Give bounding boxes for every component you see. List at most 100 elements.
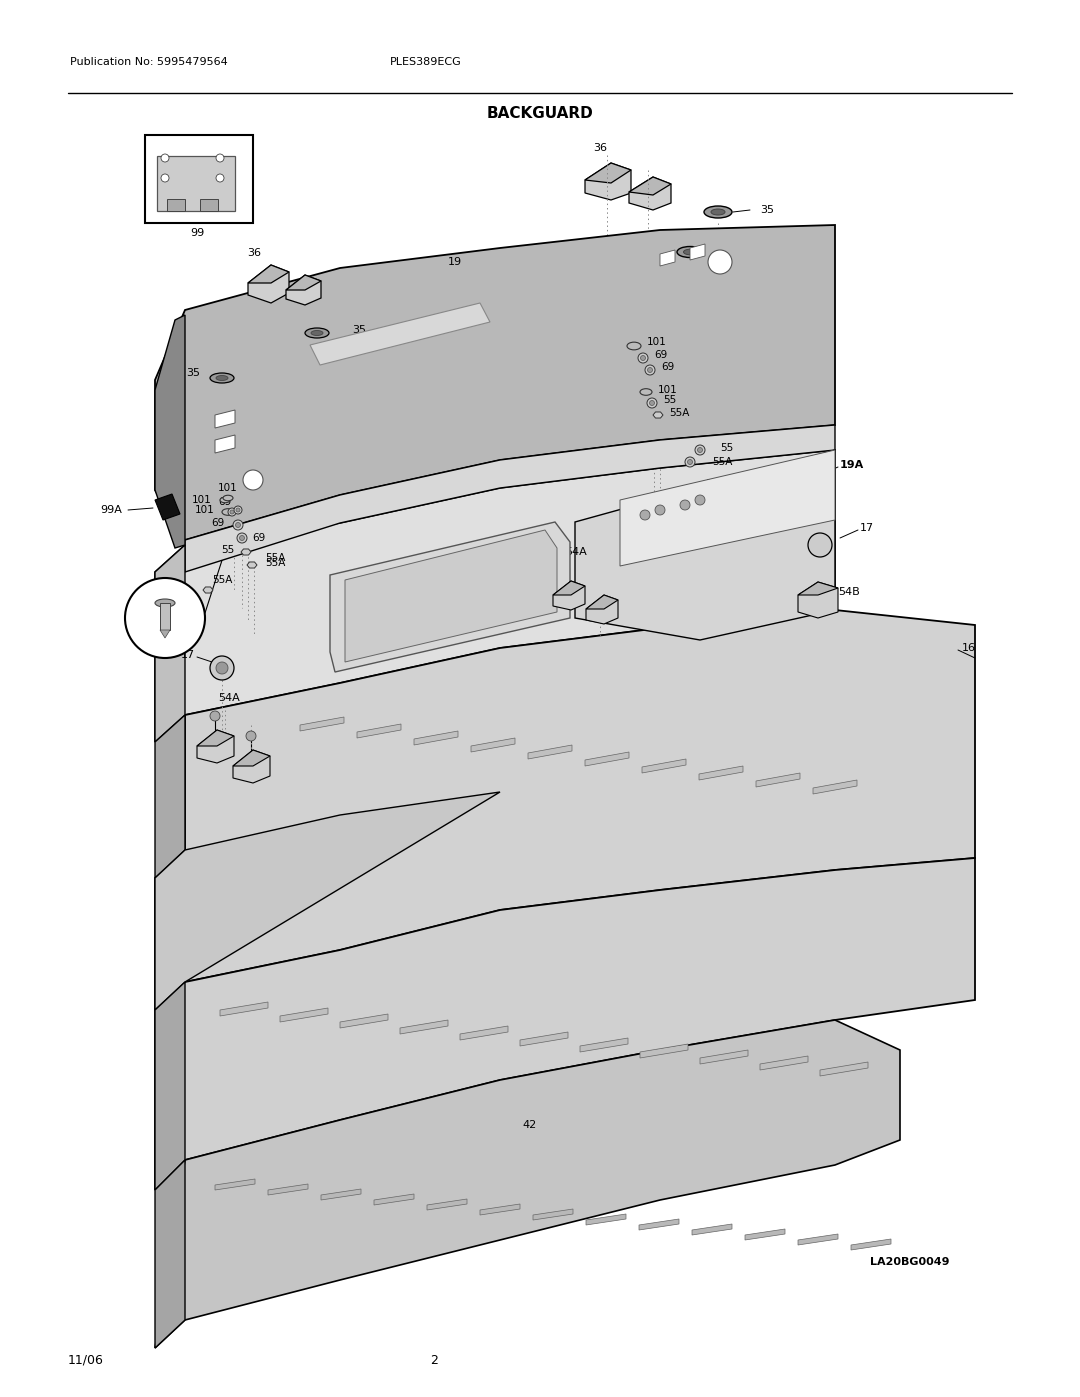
Polygon shape (156, 1020, 900, 1348)
Text: 101: 101 (192, 495, 212, 504)
Circle shape (216, 662, 228, 673)
Polygon shape (700, 1051, 748, 1065)
Ellipse shape (640, 388, 652, 395)
Polygon shape (160, 630, 170, 638)
Polygon shape (756, 773, 800, 787)
Text: 101: 101 (647, 337, 666, 346)
Polygon shape (248, 265, 289, 303)
Polygon shape (585, 163, 631, 200)
Polygon shape (197, 731, 234, 763)
Polygon shape (640, 1044, 688, 1058)
Polygon shape (534, 1208, 573, 1220)
Polygon shape (156, 792, 500, 1010)
Text: 16: 16 (962, 643, 976, 652)
Text: 20: 20 (415, 571, 429, 581)
Polygon shape (248, 265, 289, 284)
Polygon shape (553, 581, 585, 595)
Polygon shape (585, 752, 629, 766)
Polygon shape (215, 1179, 255, 1190)
Polygon shape (699, 766, 743, 780)
Polygon shape (268, 1185, 308, 1194)
Polygon shape (629, 177, 671, 196)
Circle shape (233, 520, 243, 529)
Polygon shape (553, 581, 585, 610)
Text: 36: 36 (593, 142, 607, 154)
Polygon shape (233, 750, 270, 766)
Ellipse shape (677, 246, 703, 257)
Bar (167, 198, 185, 211)
Circle shape (216, 154, 224, 162)
Polygon shape (798, 1234, 838, 1245)
Polygon shape (156, 982, 185, 1190)
Polygon shape (345, 529, 557, 662)
Text: 69: 69 (176, 615, 190, 624)
Polygon shape (480, 1204, 519, 1215)
Text: PLES389ECG: PLES389ECG (390, 57, 462, 67)
Polygon shape (798, 583, 838, 595)
Ellipse shape (220, 497, 230, 503)
Circle shape (246, 731, 256, 740)
Text: 19A: 19A (840, 460, 864, 469)
Polygon shape (629, 177, 671, 210)
Ellipse shape (210, 373, 234, 383)
Circle shape (161, 175, 168, 182)
Circle shape (688, 460, 692, 464)
Ellipse shape (704, 205, 732, 218)
Text: 35: 35 (654, 243, 669, 253)
Text: 2: 2 (430, 1354, 437, 1366)
Text: 35: 35 (352, 326, 366, 335)
Circle shape (243, 469, 264, 490)
Polygon shape (156, 545, 185, 742)
Text: 17: 17 (860, 522, 874, 534)
Text: 69: 69 (212, 518, 225, 528)
Polygon shape (745, 1229, 785, 1241)
Polygon shape (280, 1009, 328, 1023)
Circle shape (638, 353, 648, 363)
Polygon shape (156, 715, 185, 877)
Polygon shape (642, 759, 686, 773)
Circle shape (228, 509, 237, 515)
Circle shape (216, 175, 224, 182)
Polygon shape (660, 250, 675, 265)
Bar (157, 156, 235, 211)
Polygon shape (653, 412, 663, 418)
Polygon shape (185, 425, 835, 571)
Text: 55A: 55A (705, 479, 726, 489)
Circle shape (654, 504, 665, 515)
Ellipse shape (311, 331, 323, 335)
Polygon shape (321, 1189, 361, 1200)
Polygon shape (414, 731, 458, 745)
Polygon shape (300, 717, 345, 731)
Text: LA20BG0049: LA20BG0049 (870, 1257, 949, 1267)
Polygon shape (586, 1214, 626, 1225)
Circle shape (234, 506, 242, 514)
Circle shape (237, 509, 240, 511)
Polygon shape (400, 1020, 448, 1034)
Polygon shape (374, 1194, 414, 1206)
Polygon shape (851, 1239, 891, 1250)
Polygon shape (471, 738, 515, 752)
Polygon shape (203, 587, 213, 594)
Circle shape (235, 522, 241, 528)
Text: 101: 101 (658, 386, 678, 395)
Polygon shape (286, 275, 321, 305)
Polygon shape (586, 595, 618, 609)
Circle shape (649, 401, 654, 405)
Text: 36: 36 (247, 249, 261, 258)
Text: 101: 101 (195, 504, 215, 515)
Ellipse shape (627, 342, 642, 349)
Text: 42: 42 (523, 1120, 537, 1130)
Text: 54A: 54A (218, 693, 240, 703)
Text: 101: 101 (218, 483, 238, 493)
Circle shape (161, 154, 168, 162)
Text: 11/06: 11/06 (68, 1354, 104, 1366)
Polygon shape (156, 858, 975, 1190)
Polygon shape (330, 522, 570, 672)
Polygon shape (156, 610, 975, 1010)
Circle shape (696, 446, 705, 455)
Ellipse shape (711, 210, 725, 215)
Circle shape (808, 534, 832, 557)
Ellipse shape (222, 496, 233, 500)
Polygon shape (215, 434, 235, 453)
Polygon shape (156, 495, 180, 520)
